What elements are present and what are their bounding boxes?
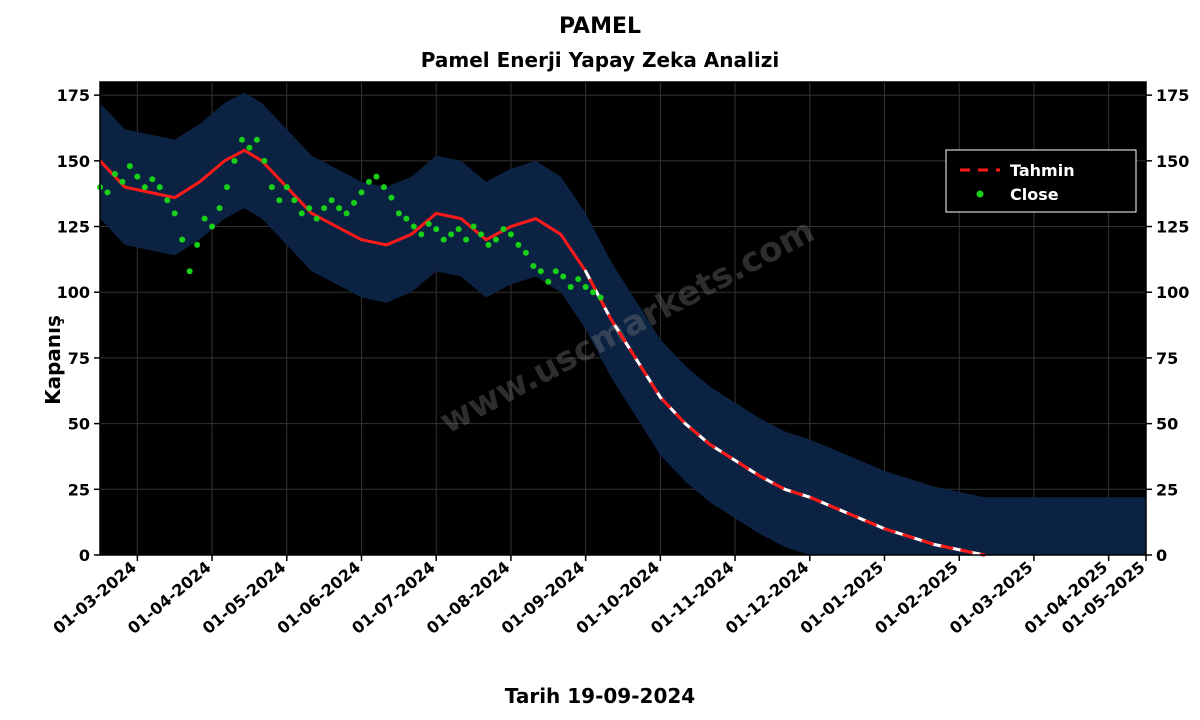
legend-label-close: Close (1010, 185, 1059, 204)
chart-page: PAMEL Pamel Enerji Yapay Zeka Analizi Ka… (0, 0, 1200, 720)
y-tick-label: 75 (68, 349, 90, 368)
y-tick-label: 150 (57, 152, 90, 171)
y-tick-label: 25 (68, 480, 90, 499)
y-tick-label-right: 50 (1156, 415, 1178, 434)
y-tick-label: 175 (57, 86, 90, 105)
y-tick-label: 125 (57, 218, 90, 237)
y-tick-label: 0 (79, 546, 90, 565)
legend-label-tahmin: Tahmin (1010, 161, 1075, 180)
y-tick-label-right: 150 (1156, 152, 1189, 171)
y-tick-label-right: 100 (1156, 283, 1189, 302)
chart-canvas: www.uscmarkets.com0025255050757510010012… (0, 0, 1200, 720)
y-tick-label-right: 0 (1156, 546, 1167, 565)
y-tick-label-right: 25 (1156, 480, 1178, 499)
y-tick-label: 100 (57, 283, 90, 302)
y-tick-label-right: 175 (1156, 86, 1189, 105)
legend-swatch-close (977, 191, 984, 198)
y-tick-label-right: 125 (1156, 218, 1189, 237)
y-tick-label: 50 (68, 415, 90, 434)
y-tick-label-right: 75 (1156, 349, 1178, 368)
